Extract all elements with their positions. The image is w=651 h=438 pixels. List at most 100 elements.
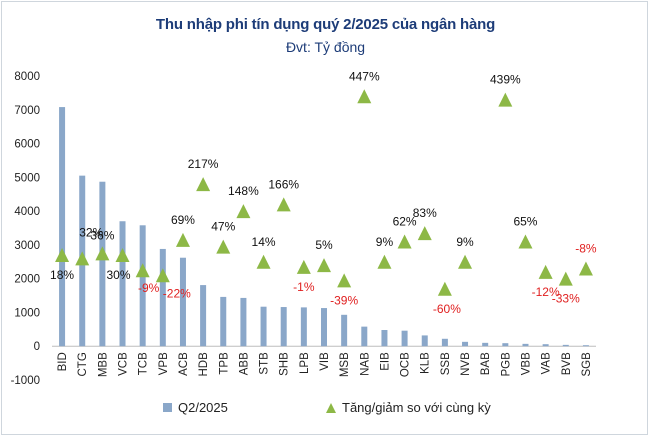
- change-marker-triangle: [216, 239, 231, 254]
- bar: [401, 330, 408, 347]
- x-tick-label: KLB: [420, 352, 432, 374]
- change-marker-triangle: [155, 268, 170, 283]
- legend-swatch-bar-icon: [163, 403, 172, 412]
- x-tick-label: NAB: [359, 352, 371, 376]
- change-percent-label: -60%: [433, 302, 461, 316]
- bar: [522, 343, 529, 347]
- x-tick-label: HDB: [198, 352, 210, 377]
- change-marker-triangle: [498, 92, 513, 107]
- change-percent-label: 9%: [456, 235, 474, 249]
- x-tick-label: VAB: [541, 352, 553, 374]
- change-percent-label: 30%: [107, 268, 131, 282]
- change-percent-label: -8%: [575, 242, 597, 256]
- bar: [321, 308, 327, 347]
- change-marker-triangle: [276, 197, 291, 212]
- bar: [179, 257, 186, 347]
- change-percent-label: 148%: [228, 184, 259, 198]
- change-percent-label: 166%: [268, 177, 299, 191]
- bar: [361, 326, 368, 347]
- x-tick-label: PGB: [500, 352, 512, 377]
- change-percent-label: 65%: [513, 215, 537, 229]
- x-tick-label: OCB: [400, 352, 412, 377]
- bar: [462, 341, 469, 347]
- change-marker-triangle: [95, 246, 110, 261]
- bar: [542, 344, 549, 347]
- change-percent-label: 5%: [315, 238, 333, 252]
- x-tick-label: ABB: [238, 352, 250, 375]
- bar: [562, 344, 569, 347]
- bar: [280, 307, 287, 347]
- change-percent-label: 47%: [211, 220, 235, 234]
- x-tick-label: SGB: [581, 352, 593, 377]
- change-marker-triangle: [558, 271, 573, 286]
- change-percent-label: 18%: [50, 268, 74, 282]
- x-tick-label: BID: [57, 352, 69, 371]
- y-tick-label: 3000: [14, 240, 40, 252]
- change-marker-triangle: [135, 263, 150, 278]
- change-percent-label: 9%: [376, 235, 394, 249]
- change-marker-triangle: [317, 258, 331, 273]
- change-percent-label: -22%: [163, 286, 191, 300]
- chart-legend: Q2/2025 Tăng/giảm so với cùng kỳ: [0, 400, 651, 420]
- legend-item-markers: Tăng/giảm so với cùng kỳ: [326, 400, 491, 415]
- bar: [502, 343, 509, 347]
- change-marker-triangle: [196, 177, 211, 192]
- bar: [482, 342, 489, 347]
- y-tick-label: 8000: [14, 71, 40, 83]
- legend-label-bars: Q2/2025: [178, 400, 228, 415]
- change-percent-label: 69%: [171, 213, 195, 227]
- change-marker-triangle: [256, 254, 271, 269]
- x-tick-label: CTG: [77, 352, 89, 376]
- change-marker-triangle: [518, 234, 533, 249]
- bar: [200, 285, 207, 347]
- bar: [139, 225, 146, 347]
- x-tick-label: VCB: [118, 352, 130, 376]
- bar: [441, 338, 448, 347]
- bar: [119, 221, 126, 347]
- y-tick-label: 4000: [14, 206, 40, 218]
- x-tick-label: SHB: [279, 352, 291, 376]
- change-percent-label: -9%: [138, 281, 160, 295]
- x-tick-label: NVB: [460, 352, 472, 376]
- change-marker-triangle: [417, 226, 432, 241]
- y-tick-label: 7000: [14, 105, 40, 117]
- x-tick-label: BVB: [561, 352, 573, 375]
- bar: [381, 330, 388, 347]
- bar: [582, 345, 589, 347]
- change-marker-triangle: [55, 248, 70, 263]
- x-tick-label: EIB: [379, 352, 391, 371]
- legend-label-markers: Tăng/giảm so với cùng kỳ: [342, 400, 491, 415]
- x-tick-label: LPB: [299, 352, 311, 374]
- change-percent-label: 447%: [349, 69, 380, 83]
- change-percent-label: 83%: [413, 206, 437, 220]
- y-tick-label: 0: [34, 341, 40, 353]
- chart-title: Thu nhập phi tín dụng quý 2/2025 của ngâ…: [155, 16, 496, 33]
- x-tick-label: TCB: [138, 352, 150, 375]
- change-marker-triangle: [337, 273, 352, 288]
- x-tick-label: TPB: [218, 352, 230, 375]
- legend-item-bars: Q2/2025: [163, 400, 228, 415]
- x-tick-label: MSB: [339, 352, 351, 377]
- change-percent-label: -12%: [532, 285, 560, 299]
- x-tick-label: VPB: [158, 352, 170, 375]
- y-tick-label: -1000: [11, 375, 40, 387]
- change-marker-triangle: [236, 204, 251, 219]
- change-marker-triangle: [357, 89, 372, 104]
- bar: [240, 297, 247, 347]
- x-tick-label: VBB: [520, 352, 532, 375]
- change-marker-triangle: [458, 254, 473, 269]
- bar: [300, 307, 307, 347]
- bar: [59, 107, 66, 347]
- y-tick-label: 2000: [14, 274, 40, 286]
- bar: [421, 335, 428, 347]
- change-marker-triangle: [578, 261, 593, 276]
- bar: [99, 181, 106, 347]
- change-percent-label: 32%: [79, 225, 103, 239]
- bar: [260, 306, 267, 347]
- chart-subtitle: Đvt: Tỷ đồng: [285, 39, 366, 55]
- bar: [341, 314, 348, 347]
- change-percent-label: -39%: [330, 293, 358, 307]
- x-tick-label: MBB: [97, 352, 109, 377]
- change-percent-label: 36%: [90, 228, 114, 242]
